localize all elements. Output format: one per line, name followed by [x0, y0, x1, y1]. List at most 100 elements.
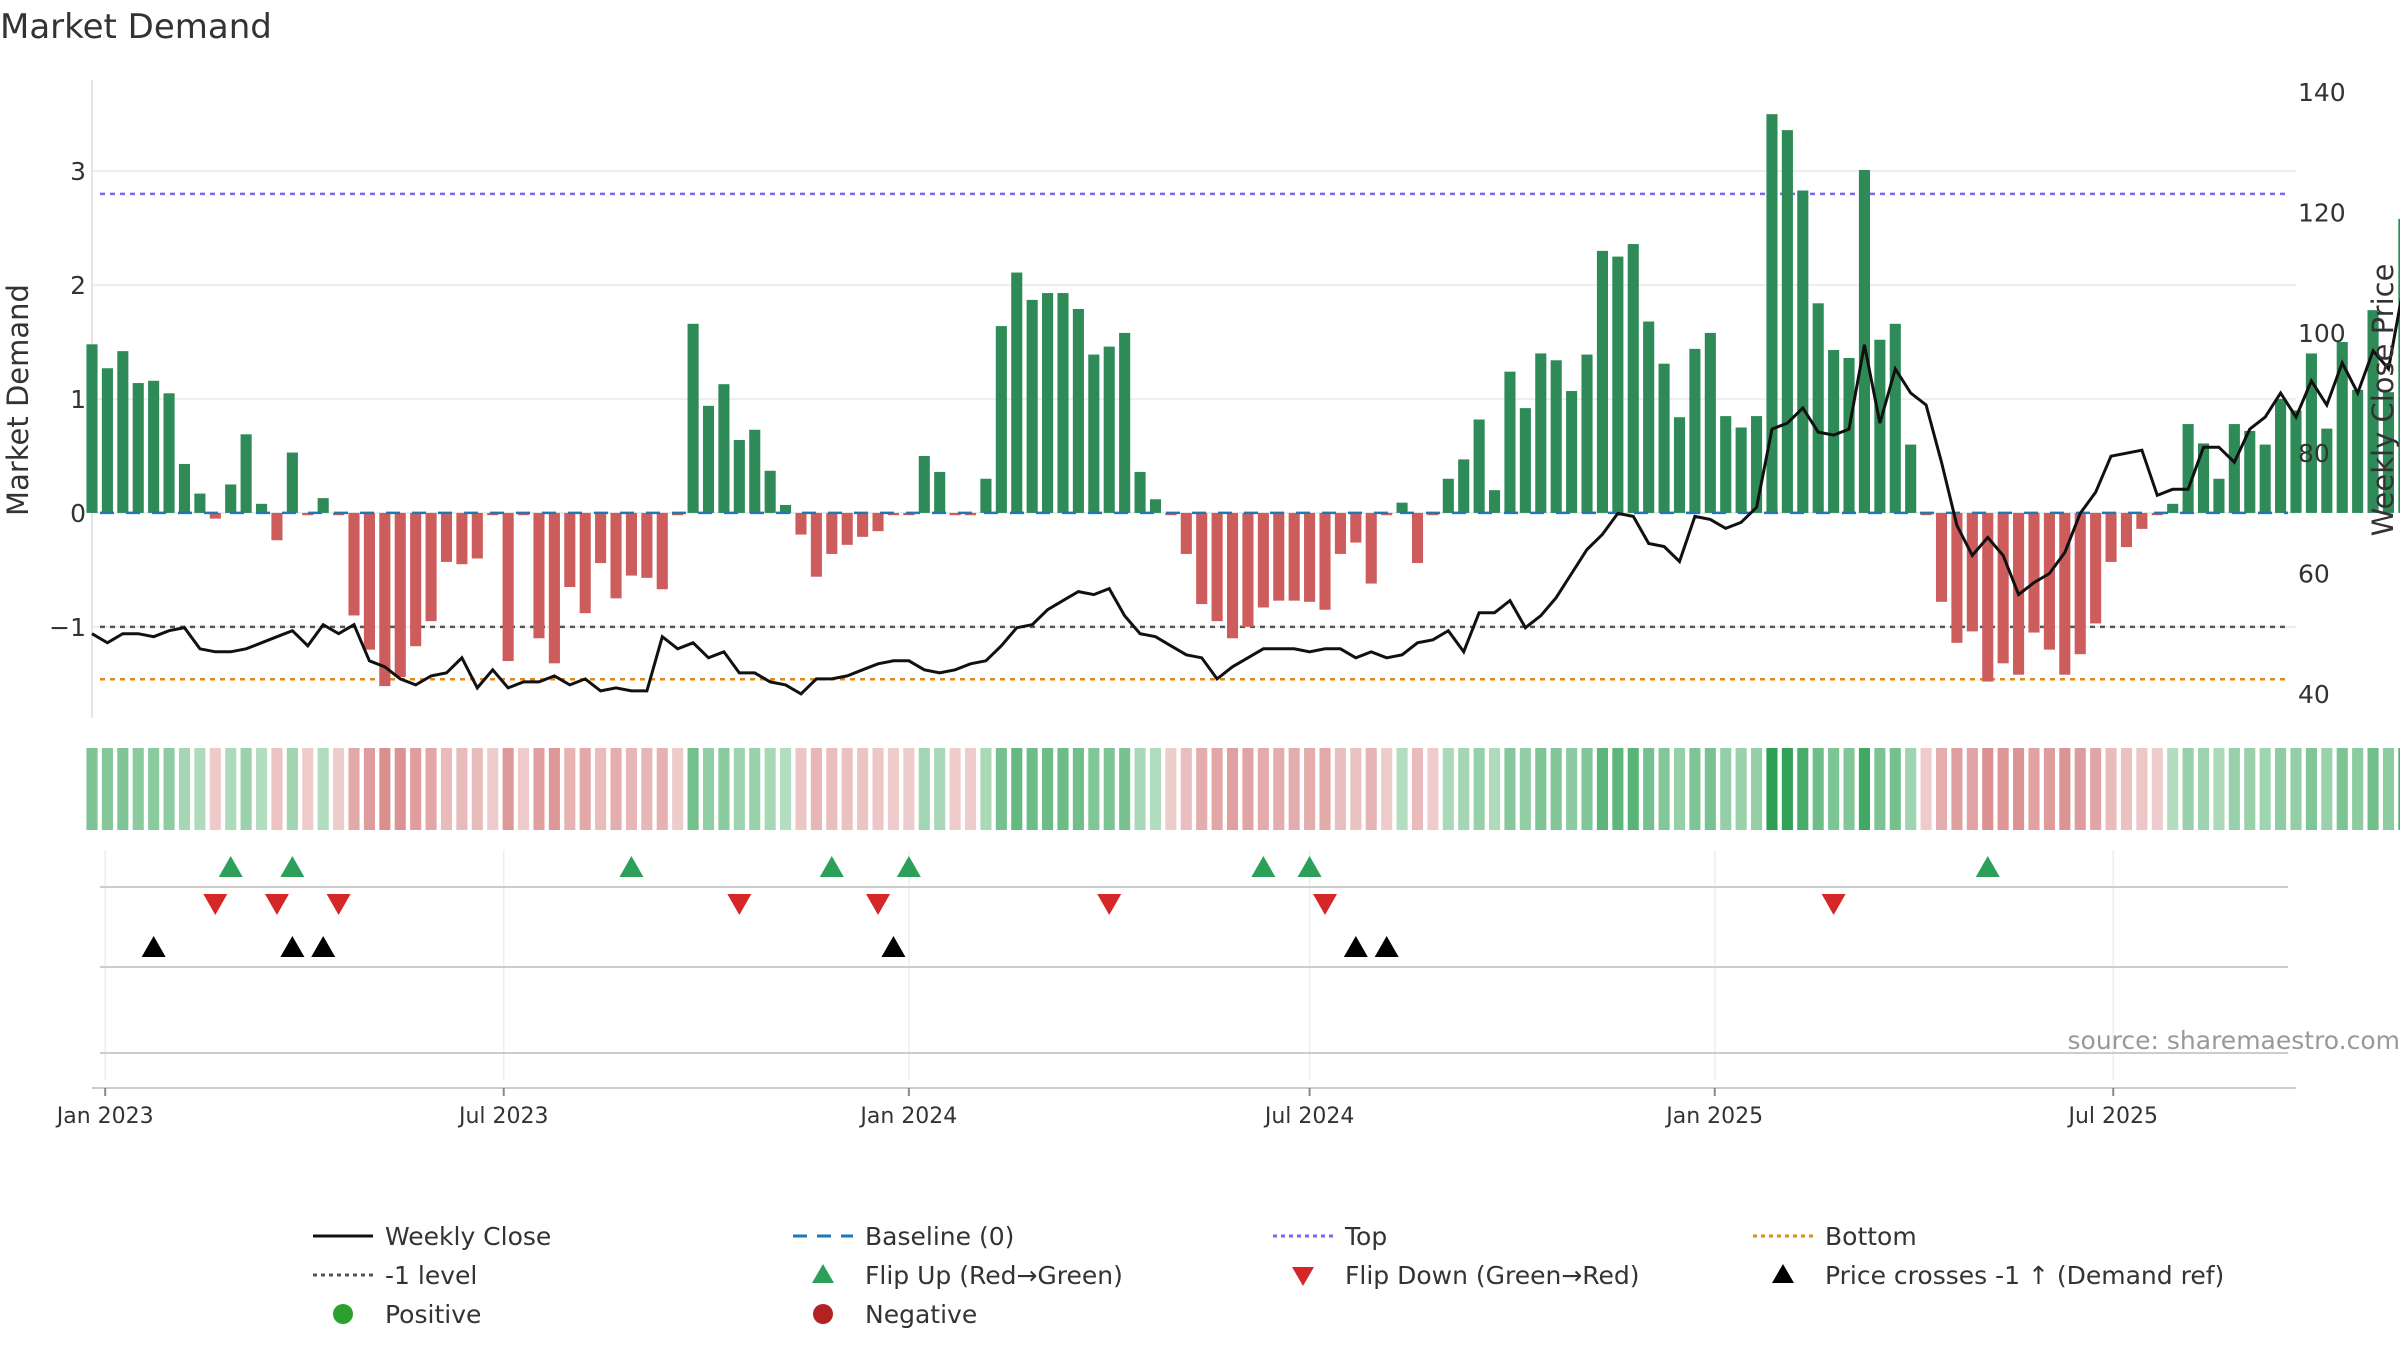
legend-label: Price crosses -1 ↑ (Demand ref)	[1825, 1261, 2224, 1290]
legend-item: Top	[1273, 1222, 1387, 1251]
demand-bar	[2028, 512, 2040, 633]
demand-bar	[363, 512, 375, 650]
demand-bar	[1196, 512, 1208, 605]
demand-bar	[1766, 114, 1778, 513]
demand-bar	[687, 323, 699, 513]
demand-bar	[1689, 348, 1701, 513]
demand-bar	[440, 512, 453, 562]
heat-cell	[1134, 748, 1146, 830]
demand-bar	[1704, 332, 1716, 513]
y-tick-label: 1	[70, 385, 86, 414]
demand-bar	[934, 471, 946, 513]
flip-up-marker	[619, 856, 644, 877]
flip-up-marker	[218, 856, 243, 877]
demand-bar	[1288, 512, 1300, 601]
demand-bar	[1966, 512, 1978, 632]
heat-cell	[1781, 748, 1793, 830]
heat-cell	[1180, 748, 1192, 830]
demand-bar	[2197, 443, 2210, 513]
heat-cell	[964, 748, 977, 830]
heat-cell	[595, 748, 607, 830]
demand-bar	[1473, 419, 1485, 513]
demand-bar	[810, 512, 822, 577]
heat-cell	[764, 748, 776, 830]
legend-label: -1 level	[385, 1261, 477, 1290]
heat-cell	[1519, 748, 1531, 830]
heat-cell	[117, 748, 129, 830]
x-tick-label: Jul 2025	[2066, 1104, 2158, 1129]
legend-item: Price crosses -1 ↑ (Demand ref)	[1772, 1261, 2224, 1290]
heat-cell	[1042, 748, 1054, 830]
legend-label: Bottom	[1825, 1222, 1917, 1251]
y2-tick-label: 120	[2298, 198, 2346, 227]
source-credit: source: sharemaestro.com	[2068, 1026, 2400, 1055]
demand-bar	[194, 493, 206, 513]
demand-bar	[1519, 408, 1531, 513]
heat-cell	[872, 748, 884, 830]
demand-bar	[271, 512, 283, 541]
legend-swatch	[1772, 1264, 1794, 1283]
demand-bars	[86, 114, 2400, 687]
demand-bar	[425, 512, 437, 622]
demand-bar	[1843, 357, 1855, 513]
heat-cell	[579, 748, 591, 830]
heat-cell	[302, 748, 314, 830]
heat-cell	[1072, 748, 1084, 830]
demand-bar	[502, 512, 514, 662]
heat-cell	[1966, 748, 1978, 830]
flip-up-marker	[1251, 856, 1276, 877]
legend: Weekly Close Baseline (0) Top Bottom -1 leve…	[313, 1222, 2224, 1329]
heat-cell	[1026, 748, 1038, 830]
heat-cell	[1088, 748, 1100, 830]
demand-bar	[1011, 272, 1023, 513]
demand-bar	[980, 478, 992, 513]
demand-bar	[1566, 391, 1578, 513]
legend-item: Weekly Close	[313, 1222, 551, 1251]
flip-down-marker	[326, 894, 351, 915]
demand-bar	[610, 512, 622, 599]
demand-bar	[2352, 389, 2364, 513]
demand-bar	[2259, 444, 2271, 513]
legend-item: -1 level	[313, 1261, 477, 1290]
heat-cell	[1196, 748, 1208, 830]
flip-up-marker	[1297, 856, 1322, 877]
heat-cell	[2043, 748, 2055, 830]
demand-bar	[101, 368, 113, 513]
demand-bar	[286, 452, 298, 513]
heat-cell	[255, 748, 268, 830]
flip-down-marker	[727, 894, 752, 915]
heat-cell	[672, 748, 684, 830]
heat-cell	[1905, 748, 1917, 830]
heat-cell	[2228, 748, 2240, 830]
demand-bar	[2275, 399, 2287, 513]
demand-bar	[780, 504, 792, 513]
x-axis-ticks: Jan 2023 Jul 2023 Jan 2024 Jul 2024 Jan 2025…	[55, 1088, 2158, 1129]
flip-up-marker	[896, 856, 921, 877]
demand-bar	[348, 512, 360, 616]
heat-cell	[1951, 748, 1963, 830]
demand-bar	[656, 512, 668, 590]
demand-bar	[1442, 478, 1454, 513]
heat-cell	[980, 748, 992, 830]
heat-cell	[2136, 748, 2148, 830]
heat-cell	[1149, 748, 1162, 830]
demand-bar	[1319, 512, 1331, 610]
demand-bar	[1149, 499, 1162, 513]
demand-bar	[2244, 430, 2256, 513]
demand-bar	[132, 383, 144, 513]
heat-cell	[1751, 748, 1763, 830]
demand-bar	[1889, 323, 1901, 513]
legend-label: Baseline (0)	[865, 1222, 1014, 1251]
demand-bar	[949, 512, 961, 516]
x-tick-label: Jan 2024	[858, 1104, 957, 1129]
heat-cell	[1334, 748, 1346, 830]
demand-bar	[1504, 371, 1516, 513]
heat-cell	[1458, 748, 1470, 830]
demand-bar	[1350, 512, 1362, 543]
demand-bar	[2336, 342, 2348, 513]
heat-cell	[2398, 748, 2400, 830]
demand-bar	[2290, 410, 2302, 513]
legend-item: Flip Down (Green→Red)	[1292, 1261, 1640, 1290]
heat-cell	[1427, 748, 1439, 830]
flip-down-marker	[1313, 894, 1338, 915]
